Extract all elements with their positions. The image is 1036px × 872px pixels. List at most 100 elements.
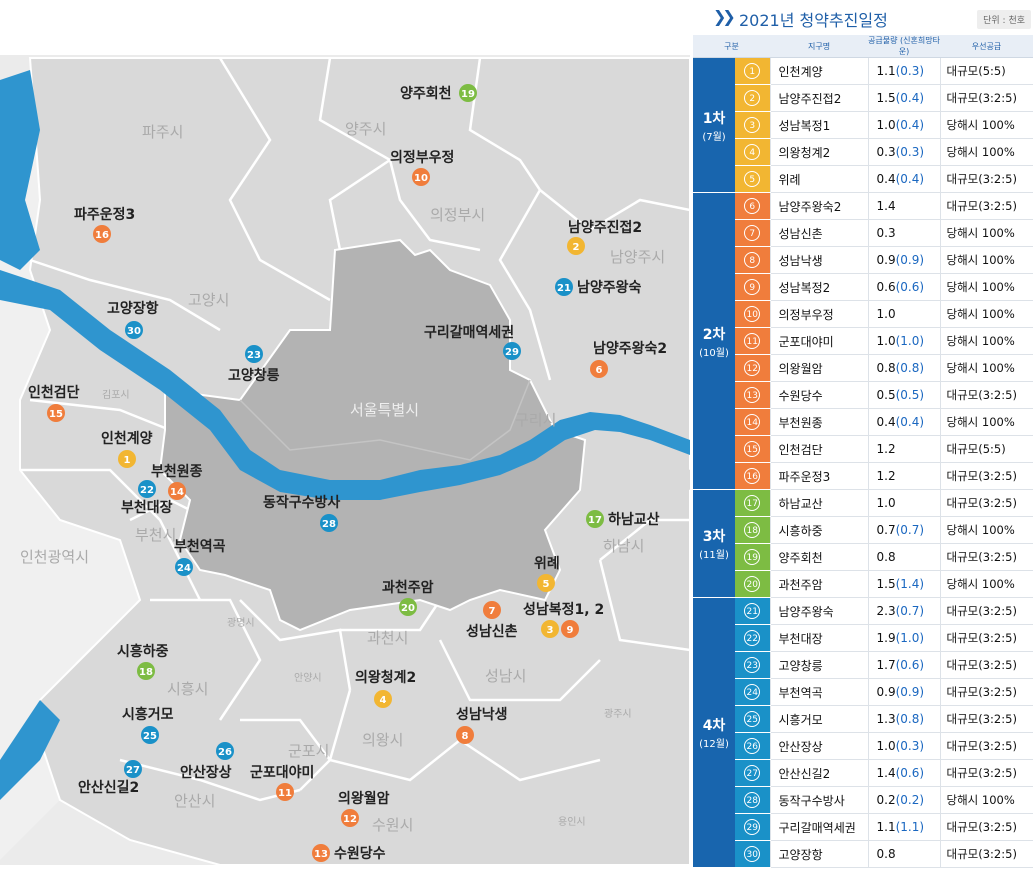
marker-18[interactable]: 시흥하중 18 [117, 643, 169, 680]
site-name: 인천계양 [769, 57, 869, 85]
supply-cell: 0.8 [868, 543, 941, 571]
supply-value: 1.0 [876, 739, 896, 753]
row-number-badge: 15 [744, 441, 761, 457]
region-bucheon: 부천시 [135, 526, 176, 544]
supply-cell: 0.6(0.6) [868, 273, 941, 301]
marker-12[interactable]: 의왕월암 12 [338, 790, 390, 827]
supply-cell: 1.0(0.3) [868, 732, 941, 760]
supply-value: 0.9 [876, 253, 896, 267]
marker-27[interactable]: 27 안산신길2 [78, 760, 142, 796]
marker-13[interactable]: 13 수원당수 [312, 844, 386, 862]
marker-19[interactable]: 양주회천 19 [400, 84, 477, 102]
row-number-badge: 3 [744, 117, 761, 133]
marker-16[interactable]: 파주운정3 16 [74, 206, 135, 243]
priority-cell: 대규모(3:2:5) [940, 462, 1034, 490]
table-row: 30 고양장항 0.8 대규모(3:2:5) [693, 840, 1034, 868]
marker-26-num: 26 [218, 747, 232, 758]
supply-value: 0.8 [876, 550, 896, 564]
marker-17[interactable]: 17 하남교산 [586, 510, 660, 528]
region-anyang: 안양시 [294, 672, 322, 684]
supply-value: 1.1 [876, 64, 896, 78]
marker-25[interactable]: 시흥거모 25 [122, 706, 174, 744]
site-name: 고양장항 [769, 840, 869, 868]
marker-14-label: 부천원종 [151, 464, 203, 480]
phase-cell: 2차 (10월) [693, 192, 735, 490]
region-incheon: 인천광역시 [20, 548, 89, 566]
marker-11-num: 11 [278, 788, 292, 799]
marker-24[interactable]: 부천역곡 24 [174, 538, 226, 576]
marker-22-dot [138, 480, 156, 498]
marker-15-num: 15 [49, 409, 63, 420]
table-row: 26 안산장상 1.0(0.3) 대규모(3:2:5) [693, 732, 1034, 760]
supply-cell: 1.0(0.4) [868, 111, 941, 139]
marker-22[interactable]: 22 부천대장 [121, 480, 173, 516]
marker-7[interactable]: 7 성남신촌 [466, 601, 518, 640]
marker-9-dot [561, 620, 579, 638]
marker-5[interactable]: 위례 5 [534, 556, 560, 592]
marker-30[interactable]: 고양장항 30 [107, 300, 159, 339]
marker-7-num: 7 [489, 606, 496, 617]
supply-value: 0.6 [876, 280, 896, 294]
marker-26[interactable]: 26 안산장상 [180, 742, 234, 781]
priority-cell: 당해시 100% [940, 246, 1034, 274]
col-header-phase: 구분 [693, 35, 771, 58]
row-number-badge: 6 [744, 198, 761, 214]
marker-16-dot [93, 225, 111, 243]
marker-1-label: 인천계양 [101, 430, 153, 447]
table-row: 14 부천원종 0.4(0.4) 당해시 100% [693, 408, 1034, 436]
marker-10[interactable]: 의정부우정 10 [390, 149, 454, 186]
marker-23[interactable]: 23 고양창릉 [228, 345, 280, 384]
marker-12-dot [341, 809, 359, 827]
marker-21[interactable]: 21 남양주왕숙 [555, 278, 642, 296]
marker-9[interactable]: 성남복정1, 2 9 [523, 601, 604, 638]
marker-1[interactable]: 인천계양 1 [101, 430, 153, 468]
marker-23-num: 23 [247, 350, 261, 361]
marker-4[interactable]: 의왕청계2 4 [355, 669, 416, 708]
supply-value: 0.3 [876, 226, 896, 240]
table-row: 29 구리갈매역세권 1.1(1.1) 대규모(3:2:5) [693, 813, 1034, 841]
marker-2[interactable]: 남양주진접2 2 [567, 219, 642, 255]
table-row: 16 파주운정3 1.2 대규모(3:2:5) [693, 462, 1034, 490]
marker-20-label: 과천주암 [382, 579, 434, 596]
row-number-badge: 23 [744, 657, 761, 673]
marker-15[interactable]: 인천검단 15 [28, 384, 80, 422]
row-number-cell: 27 [735, 759, 771, 787]
marker-11[interactable]: 군포대야미 11 [250, 764, 314, 801]
region-yangju: 양주시 [345, 120, 386, 138]
marker-10-num: 10 [414, 173, 428, 184]
col-header-priority: 우선공급 [940, 35, 1034, 58]
marker-4-dot [374, 690, 392, 708]
row-number-cell: 26 [735, 732, 771, 760]
region-yongin: 용인시 [558, 816, 586, 828]
marker-6[interactable]: 남양주왕숙2 6 [590, 340, 667, 378]
table-row: 4차 (12월) 21 남양주왕숙 2.3(0.7) 대규모(3:2:5) [693, 597, 1034, 868]
newlywed-hope-value: (1.0) [895, 631, 925, 645]
site-name: 성남낙생 [769, 246, 869, 274]
site-name: 성남신촌 [769, 219, 869, 247]
priority-cell: 대규모(3:2:5) [940, 624, 1034, 652]
supply-value: 0.8 [876, 361, 896, 375]
priority-cell: 당해시 100% [940, 219, 1034, 247]
supply-cell: 1.3(0.8) [868, 705, 941, 733]
marker-21-dot [555, 278, 573, 296]
marker-20[interactable]: 과천주암 20 [382, 579, 434, 616]
marker-3-num: 3 [547, 625, 554, 636]
marker-16-num: 16 [95, 230, 109, 241]
row-number-cell: 20 [735, 570, 771, 598]
marker-10-dot [412, 168, 430, 186]
region-map: 파주시 양주시 의정부시 남양주시 고양시 김포시 서울특별시 구리시 인천광역… [0, 55, 690, 865]
row-number-badge: 19 [744, 549, 761, 565]
supply-cell: 1.5(1.4) [868, 570, 941, 598]
marker-3[interactable]: 3 [541, 620, 559, 638]
site-name: 동작구수방사 [769, 786, 869, 814]
row-number-cell: 17 [735, 489, 771, 517]
marker-8[interactable]: 성남낙생 8 [456, 706, 508, 744]
marker-28[interactable]: 동작구수방사 28 [263, 494, 340, 532]
marker-29[interactable]: 구리갈매역세권 29 [424, 324, 521, 360]
seoul-inner-line [239, 379, 531, 461]
supply-value: 1.0 [876, 307, 896, 321]
supply-cell: 2.3(0.7) [868, 597, 941, 625]
marker-14[interactable]: 부천원종 14 [151, 464, 203, 500]
row-number-cell: 10 [735, 300, 771, 328]
